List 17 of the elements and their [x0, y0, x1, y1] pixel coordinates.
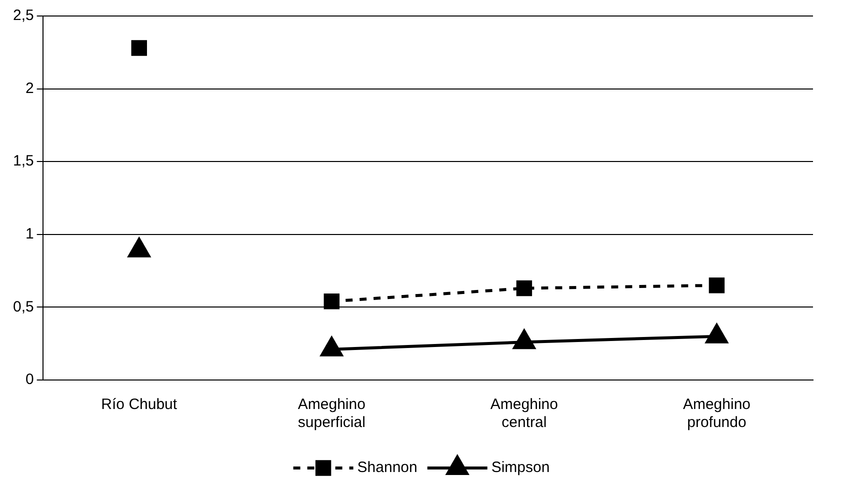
legend-label: Shannon [357, 459, 418, 476]
y-tick-label: 0,5 [12, 298, 34, 316]
y-tick-label: 1 [26, 226, 34, 243]
y-tick-label: 0 [26, 371, 34, 388]
y-tick-label: 2 [26, 80, 34, 97]
point [513, 330, 536, 350]
legend-label: Simpson [491, 459, 550, 476]
point [706, 324, 728, 344]
point [131, 40, 147, 56]
y-tick-label: 2,5 [12, 7, 34, 24]
point [128, 238, 150, 258]
y-tick-label: 1,5 [12, 152, 34, 170]
point [320, 336, 343, 356]
x-tick-label: Ameghino central [490, 396, 558, 432]
x-tick-label: Ameghino profundo [682, 396, 751, 432]
x-tick-label: Ameghino superficial [298, 396, 366, 432]
x-tick-label: Río Chubut [101, 396, 178, 414]
